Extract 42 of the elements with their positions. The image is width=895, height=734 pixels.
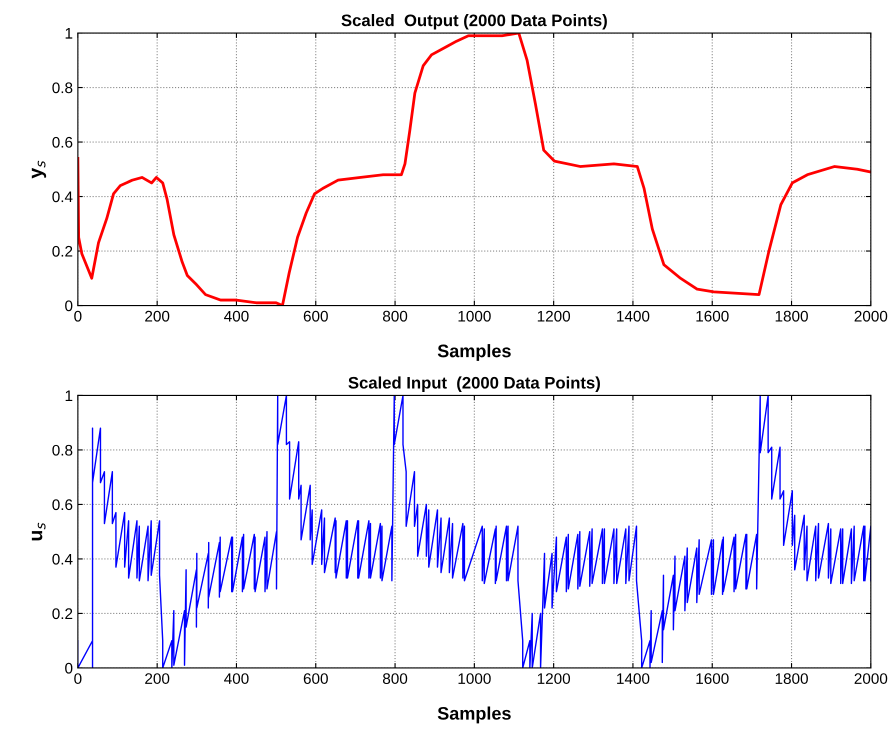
x-tick-label: 200 <box>145 673 170 684</box>
x-tick-label: 1000 <box>458 673 491 684</box>
x-tick-label: 400 <box>224 310 249 322</box>
x-tick-label: 1200 <box>538 673 570 684</box>
y-tick-label: 0.4 <box>52 554 73 565</box>
x-tick-label: 0 <box>74 310 82 322</box>
x-tick-label: 600 <box>304 310 328 322</box>
x-tick-label: 1400 <box>617 310 650 322</box>
line-series <box>78 395 871 668</box>
x-tick-label: 1200 <box>538 310 570 322</box>
y-tick-label: 1 <box>66 28 72 39</box>
x-tick-label: 600 <box>304 673 328 684</box>
x-tick-label: 1000 <box>458 310 491 322</box>
y-tick-label: 0.2 <box>52 608 72 620</box>
y-tick-label: 0.6 <box>52 136 72 148</box>
y-tick-label: 0.8 <box>52 82 72 94</box>
y-axis-title: y$_{s}$ <box>32 160 46 178</box>
y-tick-label: 1 <box>66 390 72 401</box>
x-tick-label: 1600 <box>696 673 729 684</box>
x-tick-label: 200 <box>145 310 170 322</box>
x-tick-label: 800 <box>382 310 408 322</box>
chart-title: Scaled Output (2000 Data Points) <box>341 14 607 30</box>
y-tick-label: 0.2 <box>52 246 72 257</box>
y-tick-label: 0.6 <box>52 499 72 510</box>
chart-title: Scaled Input (2000 Data Points) <box>348 376 600 392</box>
y-tick-label: 0.4 <box>52 191 73 202</box>
x-tick-label: 0 <box>74 673 82 684</box>
x-tick-label: 1400 <box>617 673 650 684</box>
y-axis-title: u$_{s}$ <box>32 522 46 540</box>
x-tick-label: 1800 <box>776 310 808 322</box>
x-tick-label: 800 <box>382 673 408 684</box>
x-tick-label: 2000 <box>854 673 888 684</box>
x-tick-label: 2000 <box>854 310 888 322</box>
x-axis-title: Samples <box>438 344 511 361</box>
x-axis-title: Samples <box>438 706 511 724</box>
x-tick-label: 1600 <box>696 310 729 322</box>
y-tick-label: 0 <box>65 300 72 312</box>
y-tick-label: 0.8 <box>52 444 72 456</box>
y-tick-label: 0 <box>65 662 72 674</box>
x-tick-label: 400 <box>224 673 249 684</box>
x-tick-label: 1800 <box>776 673 808 684</box>
line-series <box>78 33 871 306</box>
